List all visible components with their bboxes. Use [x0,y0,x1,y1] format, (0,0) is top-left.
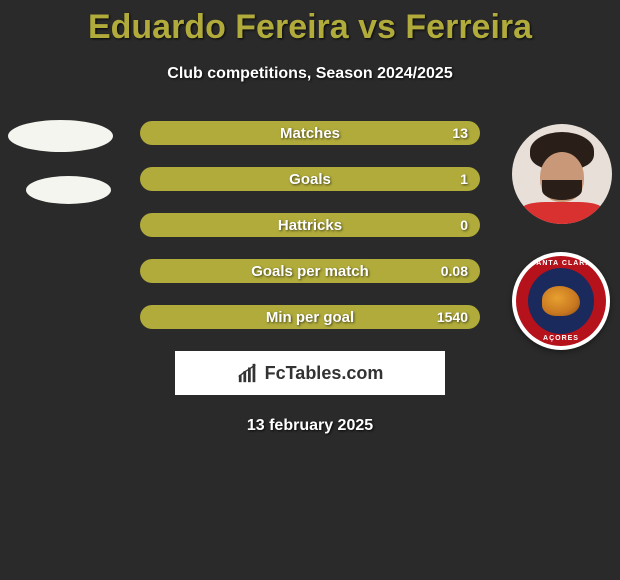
date-line: 13 february 2025 [0,417,620,435]
stat-value-right: 13 [452,125,468,141]
stat-row: Matches 13 [0,121,620,145]
stat-value-right: 1 [460,171,468,187]
stat-bar: Min per goal 1540 [140,305,480,329]
stat-label: Min per goal [266,309,354,326]
brand-chart-icon [237,362,259,384]
stat-label: Matches [280,125,340,142]
stat-value-right: 1540 [437,309,468,325]
stat-bar: Hattricks 0 [140,213,480,237]
stat-row: Hattricks 0 [0,213,620,237]
club-badge-bottom-text: AÇORES [512,335,610,342]
stats-bars: Matches 13 Goals 1 Hattricks 0 Goals per match… [0,121,620,329]
stat-row: Min per goal 1540 [0,305,620,329]
stat-label: Goals per match [251,263,369,280]
stat-bar: Goals per match 0.08 [140,259,480,283]
stat-value-right: 0.08 [441,263,468,279]
subtitle: Club competitions, Season 2024/2025 [0,65,620,83]
stat-label: Hattricks [278,217,342,234]
page-title: Eduardo Fereira vs Ferreira [0,0,620,47]
brand-name: FcTables.com [265,363,384,384]
stat-label: Goals [289,171,331,188]
stat-row: Goals 1 [0,167,620,191]
brand-box: FcTables.com [175,351,445,395]
stat-value-right: 0 [460,217,468,233]
stat-bar: Goals 1 [140,167,480,191]
stat-bar: Matches 13 [140,121,480,145]
stat-row: Goals per match 0.08 [0,259,620,283]
